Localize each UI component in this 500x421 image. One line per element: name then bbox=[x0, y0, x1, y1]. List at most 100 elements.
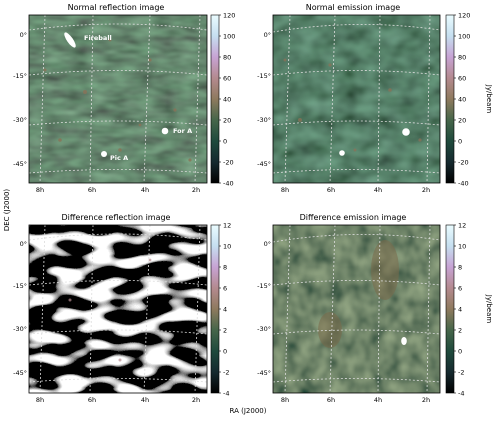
colorbar-tick-label: 20 bbox=[223, 116, 231, 124]
dec-tick-label: -30° bbox=[257, 116, 271, 124]
ra-tick-labels: 8h 6h 4h 2h bbox=[281, 396, 430, 404]
panel-normal-reflection: Normal reflection image Fireball Fo bbox=[13, 3, 235, 194]
panel-normal-emission: Normal emission image 0° -15° -30° bbox=[257, 3, 493, 194]
colorbar-tick-label: 4 bbox=[223, 305, 227, 313]
colorbar-tick-label: -2 bbox=[458, 368, 464, 376]
ra-tick-label: 2h bbox=[422, 186, 430, 194]
colorbar-gradient bbox=[445, 14, 455, 184]
dec-tick-labels: 0° -15° -30° -45° bbox=[13, 31, 27, 168]
dec-tick-label: -30° bbox=[13, 325, 27, 333]
colorbar-tick-label: 4 bbox=[458, 305, 462, 313]
colorbar: 12 10 8 6 4 2 0 -2 -4 bbox=[210, 221, 231, 397]
colorbar-tick-label: -40 bbox=[223, 179, 234, 187]
sky-image bbox=[29, 15, 207, 183]
colorbar-tick-label: 20 bbox=[458, 116, 466, 124]
dec-tick-labels: 0° -15° -30° -45° bbox=[13, 240, 27, 377]
colorbar-tick-label: 120 bbox=[223, 11, 235, 19]
colorbar-tick-label: 12 bbox=[458, 221, 466, 229]
dec-tick-label: -45° bbox=[13, 160, 27, 168]
colorbar-tick-label: 100 bbox=[458, 32, 470, 40]
colorbar-label: Jy/beam bbox=[485, 84, 493, 114]
colorbar-tick-label: 40 bbox=[223, 95, 231, 103]
colorbar-tick-label: 0 bbox=[458, 137, 462, 145]
colorbar-tick-label: 60 bbox=[223, 74, 231, 82]
colorbar: 120 100 80 60 40 20 0 -20 -40 bbox=[210, 11, 235, 187]
ra-tick-label: 2h bbox=[192, 396, 200, 404]
annotation-label: Fireball bbox=[84, 34, 112, 42]
colorbar-tick-label: 80 bbox=[223, 53, 231, 61]
colorbar: 12 10 8 6 4 2 0 -2 -4 Jy/beam bbox=[445, 221, 493, 397]
dec-tick-label: 0° bbox=[20, 31, 27, 39]
colorbar-tick-label: -4 bbox=[458, 389, 464, 397]
colorbar-gradient bbox=[210, 224, 220, 394]
dec-tick-labels: 0° -15° -30° -45° bbox=[257, 240, 271, 377]
dec-tick-label: -15° bbox=[13, 282, 27, 290]
colorbar-tick-label: 0 bbox=[458, 347, 462, 355]
colorbar-tick-label: 6 bbox=[223, 284, 227, 292]
colorbar-tick-label: 2 bbox=[458, 326, 462, 334]
colorbar-tick-label: 8 bbox=[458, 263, 462, 271]
panel-title: Normal emission image bbox=[306, 3, 400, 12]
panel-title: Difference reflection image bbox=[62, 213, 171, 222]
ra-tick-label: 8h bbox=[281, 186, 289, 194]
colorbar-tick-label: -4 bbox=[223, 389, 229, 397]
dec-tick-label: 0° bbox=[264, 31, 271, 39]
sky-image bbox=[273, 225, 440, 393]
shared-xlabel: RA (J2000) bbox=[230, 407, 267, 415]
colorbar-tick-label: 0 bbox=[223, 137, 227, 145]
ra-tick-label: 6h bbox=[88, 396, 96, 404]
colorbar-tick-label: -20 bbox=[223, 158, 234, 166]
colorbar-tick-label: 120 bbox=[458, 11, 470, 19]
dec-tick-label: -30° bbox=[13, 116, 27, 124]
shared-ylabel: DEC (J2000) bbox=[3, 189, 11, 232]
panel-difference-reflection: Difference reflection image 0° -15° -30°… bbox=[13, 213, 231, 404]
dec-tick-label: -45° bbox=[257, 160, 271, 168]
dec-tick-label: 0° bbox=[20, 240, 27, 248]
colorbar-tick-label: 12 bbox=[223, 221, 231, 229]
dec-tick-label: -45° bbox=[257, 369, 271, 377]
ra-tick-label: 4h bbox=[141, 186, 149, 194]
annotation-label: For A bbox=[173, 127, 192, 135]
coordinate-grid bbox=[272, 224, 441, 394]
coordinate-grid bbox=[272, 14, 441, 184]
colorbar-tick-label: 0 bbox=[223, 347, 227, 355]
ra-tick-label: 8h bbox=[36, 396, 44, 404]
colorbar-tick-label: 6 bbox=[458, 284, 462, 292]
panel-title: Normal reflection image bbox=[68, 3, 165, 12]
ra-tick-label: 4h bbox=[374, 396, 382, 404]
panel-difference-emission: Difference emission image 0° -15° -30° -… bbox=[257, 213, 493, 404]
colorbar-tick-label: 10 bbox=[223, 242, 231, 250]
dec-tick-labels: 0° -15° -30° -45° bbox=[257, 31, 271, 168]
colorbar-tick-label: 2 bbox=[223, 326, 227, 334]
dec-tick-label: -45° bbox=[13, 369, 27, 377]
colorbar-gradient bbox=[210, 14, 220, 184]
ra-tick-label: 4h bbox=[374, 186, 382, 194]
ra-tick-label: 6h bbox=[88, 186, 96, 194]
coordinate-grid bbox=[28, 14, 208, 184]
colorbar-tick-label: -20 bbox=[458, 158, 469, 166]
ra-tick-label: 6h bbox=[327, 186, 335, 194]
annotation-label: Pic A bbox=[110, 154, 128, 162]
ra-tick-label: 6h bbox=[327, 396, 335, 404]
ra-tick-label: 2h bbox=[422, 396, 430, 404]
colorbar-tick-label: 60 bbox=[458, 74, 466, 82]
colorbar-tick-label: 80 bbox=[458, 53, 466, 61]
ra-tick-labels: 8h 6h 4h 2h bbox=[281, 186, 430, 194]
colorbar: 120 100 80 60 40 20 0 -20 -40 Jy/beam bbox=[445, 11, 493, 187]
ra-tick-label: 2h bbox=[192, 186, 200, 194]
colorbar-tick-label: 100 bbox=[223, 32, 235, 40]
colorbar-tick-label: 8 bbox=[223, 263, 227, 271]
colorbar-tick-label: -2 bbox=[223, 368, 229, 376]
colorbar-label: Jy/beam bbox=[485, 294, 493, 324]
dec-tick-label: -15° bbox=[13, 72, 27, 80]
ra-tick-label: 8h bbox=[281, 396, 289, 404]
colorbar-gradient bbox=[445, 224, 455, 394]
colorbar-tick-label: 40 bbox=[458, 95, 466, 103]
ra-tick-labels: 8h 6h 4h 2h bbox=[36, 186, 200, 194]
colorbar-tick-label: 10 bbox=[458, 242, 466, 250]
panel-title: Difference emission image bbox=[300, 213, 407, 222]
ra-tick-label: 8h bbox=[36, 186, 44, 194]
sky-image bbox=[273, 15, 440, 183]
dec-tick-label: -15° bbox=[257, 72, 271, 80]
